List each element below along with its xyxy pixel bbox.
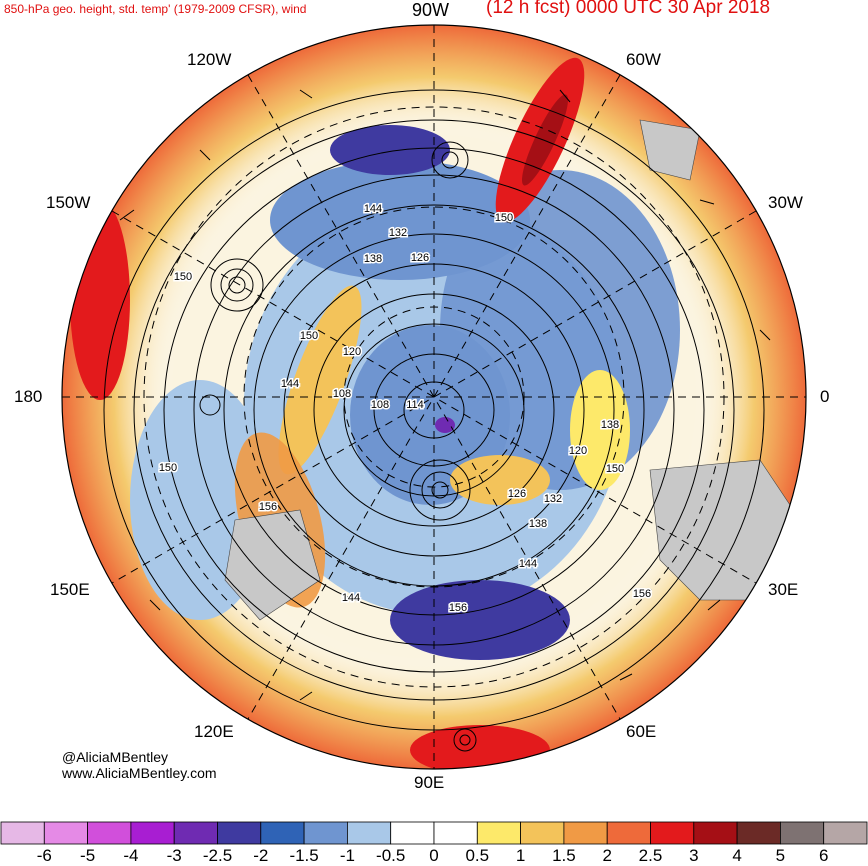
- credit-handle: @AliciaMBentley: [62, 749, 169, 765]
- colorbar-tick-label: 2.5: [638, 846, 663, 865]
- contour-value-labels: 150 144 132 126 138 150 150 120 144 108 …: [157, 202, 652, 616]
- contour-label: 120: [569, 445, 587, 457]
- colorbar-swatch: [563, 821, 608, 845]
- contour-label: 156: [259, 501, 277, 513]
- contour-label: 114: [406, 399, 424, 411]
- contour-label: 120: [343, 346, 361, 358]
- contour-label: 132: [389, 227, 407, 239]
- map-title-left: 850-hPa geo. height, std. temp' (1979-20…: [4, 2, 307, 16]
- colorbar-swatch: [650, 821, 695, 845]
- colorbar-swatch: [736, 821, 781, 845]
- lon-label-0: 0: [820, 387, 830, 406]
- contour-label: 138: [601, 419, 619, 431]
- lon-label-120w: 120W: [187, 50, 232, 69]
- colorbar-tick-label: -0.5: [376, 846, 406, 865]
- contour-label: 150: [159, 462, 177, 474]
- colorbar-swatch: [87, 821, 132, 845]
- colorbar-swatch: [217, 821, 262, 845]
- map-title-right: (12 h fcst) 0000 UTC 30 Apr 2018: [486, 0, 771, 18]
- colorbar-swatch: [173, 821, 218, 845]
- colorbar-swatch: [606, 821, 651, 845]
- colorbar-swatch: [433, 821, 478, 845]
- colorbar-tick-label: 6: [818, 846, 829, 865]
- colorbar: [0, 821, 868, 845]
- colorbar-swatch: [0, 821, 45, 845]
- colorbar-tick-label: -5: [80, 846, 96, 865]
- colorbar-tick-label: 1: [515, 846, 526, 865]
- contour-label: 144: [519, 558, 537, 570]
- contour-label: 150: [495, 212, 513, 224]
- contour-label: 144: [364, 203, 382, 215]
- colorbar-swatch: [346, 821, 392, 845]
- colorbar-tick-label: 1.5: [552, 846, 576, 865]
- lon-label-150e: 150E: [50, 580, 90, 599]
- colorbar-swatch: [303, 821, 348, 845]
- colorbar-swatch: [260, 821, 305, 845]
- colorbar-tick-label: 0.5: [465, 846, 490, 865]
- contour-label: 138: [529, 518, 547, 530]
- colorbar-tick-label: -1.5: [289, 846, 319, 865]
- wind-barbs: [119, 89, 771, 701]
- contour-label: 156: [633, 588, 651, 600]
- lon-label-120e: 120E: [194, 722, 234, 741]
- contour-label: 108: [333, 388, 351, 400]
- lon-label-150w: 150W: [46, 193, 91, 212]
- colorbar-tick-label: 2: [602, 846, 612, 865]
- colorbar-swatch: [130, 821, 175, 845]
- colorbar-swatch: [390, 821, 435, 845]
- lon-label-90e: 90E: [414, 773, 445, 792]
- contour-label: 138: [364, 253, 382, 265]
- colorbar-tick-label: -4: [123, 846, 139, 865]
- lon-label-60e: 60E: [626, 722, 657, 741]
- colorbar-swatch: [476, 821, 521, 845]
- colorbar-tick-label: -3: [166, 846, 182, 865]
- contour-label: 132: [544, 493, 562, 505]
- contour-label: 150: [606, 463, 624, 475]
- map-border: [61, 24, 807, 770]
- colorbar-swatch: [43, 821, 88, 845]
- lon-label-180: 180: [14, 387, 43, 406]
- colorbar-swatch: [780, 821, 825, 845]
- colorbar-tick-label: -6: [36, 846, 52, 865]
- colorbar-tick-label: 3: [689, 846, 699, 865]
- colorbar-tick-label: 4: [732, 846, 742, 865]
- lon-label-30w: 30W: [768, 193, 803, 212]
- colorbar-swatch: [693, 821, 738, 845]
- colorbar-swatch: [823, 821, 868, 845]
- colorbar-tick-label: 5: [775, 846, 786, 865]
- contour-label: 126: [508, 488, 526, 500]
- colorbar-tick-label: -2.5: [202, 846, 233, 865]
- colorbar-tick-label: -2: [253, 846, 269, 865]
- credit-url: www.AliciaMBentley.com: [62, 765, 217, 781]
- contour-label: 144: [342, 592, 360, 604]
- lon-label-60w: 60W: [626, 50, 661, 69]
- contour-label: 150: [174, 271, 192, 283]
- lon-label-90w: 90W: [412, 0, 450, 20]
- contour-label: 126: [411, 252, 429, 264]
- contour-label: 108: [371, 399, 389, 411]
- colorbar-tick-label: -1: [339, 846, 355, 865]
- colorbar-tick-label: 0: [429, 846, 439, 865]
- lon-label-30e: 30E: [768, 580, 799, 599]
- contour-label: 150: [300, 330, 318, 342]
- map-disc: [62, 25, 806, 769]
- graticule: [62, 25, 806, 769]
- contour-label: 156: [449, 602, 467, 614]
- colorbar-swatch: [520, 821, 565, 845]
- polar-map: 150 144 132 126 138 150 150 120 144 108 …: [61, 24, 807, 770]
- contour-label: 144: [281, 378, 299, 390]
